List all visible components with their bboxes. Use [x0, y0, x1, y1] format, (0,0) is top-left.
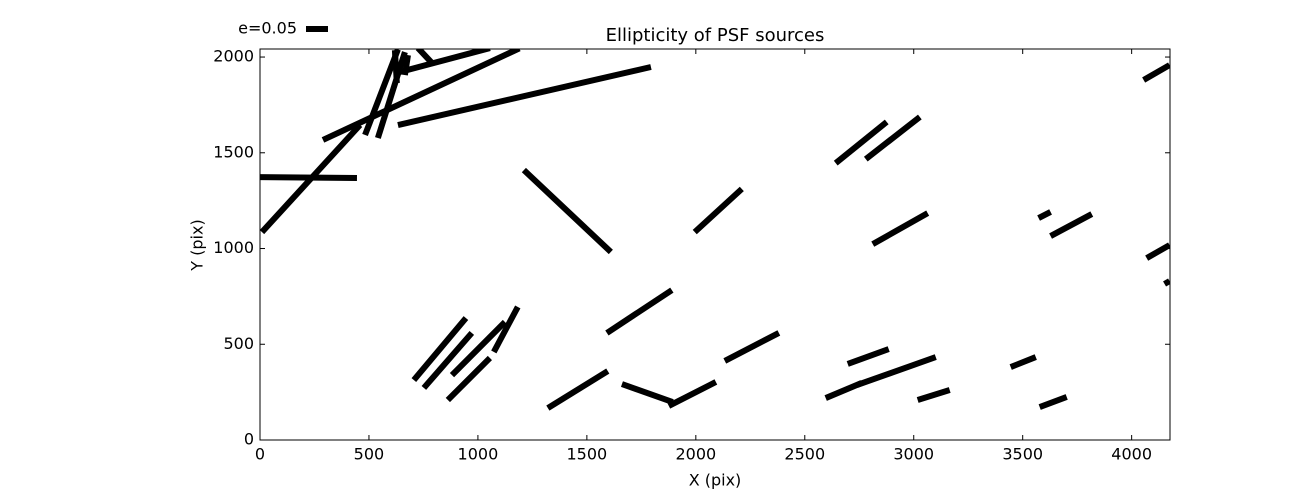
- x-tick-label: 0: [255, 445, 265, 464]
- plot-area: [260, 49, 1170, 411]
- whisker: [546, 368, 610, 411]
- y-tick-label: 1000: [213, 238, 254, 257]
- plot-frame: [259, 48, 1171, 441]
- x-tick-label: 500: [354, 445, 385, 464]
- whisker: [620, 381, 674, 405]
- y-axis-label: Y (pix): [188, 219, 207, 271]
- whisker: [1049, 211, 1094, 239]
- whisker: [362, 49, 401, 137]
- x-tick-label: 3000: [893, 445, 934, 464]
- whisker: [421, 330, 475, 390]
- y-tick-label: 500: [223, 334, 254, 353]
- whisker: [667, 379, 718, 409]
- whisker: [833, 119, 889, 166]
- whisker: [1145, 242, 1170, 261]
- whisker: [855, 354, 937, 388]
- whisker: [449, 319, 508, 378]
- whisker: [375, 51, 408, 139]
- whisker: [411, 316, 469, 382]
- x-tick-label: 1500: [567, 445, 608, 464]
- y-tick-label: 0: [244, 430, 254, 449]
- whisker: [397, 64, 652, 128]
- x-tick-label: 1000: [458, 445, 499, 464]
- whisker: [692, 186, 744, 235]
- x-axis-label: X (pix): [689, 471, 742, 490]
- x-tick-label: 3500: [1002, 445, 1043, 464]
- whisker: [491, 305, 521, 354]
- whisker: [605, 287, 674, 336]
- x-tick-label: 2000: [675, 445, 716, 464]
- whisker: [321, 49, 521, 143]
- whisker: [824, 380, 863, 401]
- whisker: [415, 49, 435, 66]
- whisker: [445, 355, 493, 403]
- whisker: [871, 210, 930, 247]
- whisker: [1037, 209, 1052, 221]
- whisker: [1142, 62, 1170, 83]
- whisker: [391, 49, 400, 84]
- whisker: [1038, 394, 1068, 410]
- whisker: [723, 330, 781, 364]
- y-tick-label: 2000: [213, 47, 254, 66]
- whisker: [521, 167, 613, 255]
- legend-label: e=0.05: [238, 19, 297, 38]
- whisker: [846, 346, 890, 367]
- x-tick-label: 2500: [784, 445, 825, 464]
- chart-title: Ellipticity of PSF sources: [606, 25, 825, 46]
- whisker: [399, 49, 491, 75]
- whisker: [260, 174, 358, 182]
- whisker: [863, 114, 922, 162]
- whisker: [1163, 278, 1170, 287]
- x-tick-label: 4000: [1111, 445, 1152, 464]
- y-tick-label: 1500: [213, 142, 254, 161]
- whisker: [1009, 354, 1037, 370]
- whisker: [916, 387, 951, 403]
